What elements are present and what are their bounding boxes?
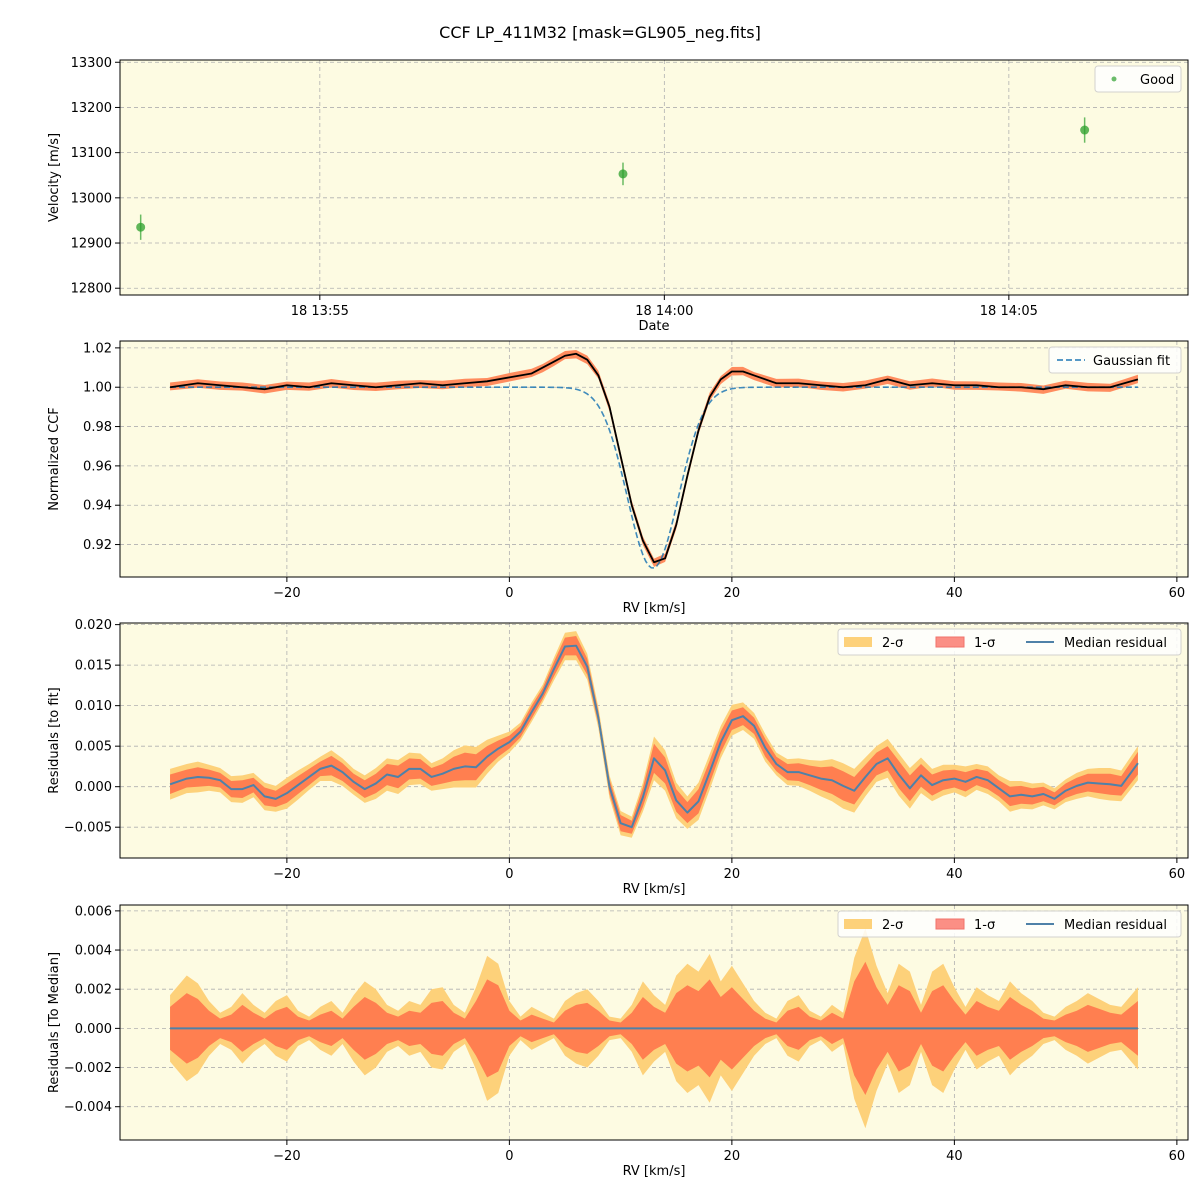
x-tick-label: 20 [724, 1149, 741, 1164]
legend-frame [1048, 346, 1182, 374]
plot-area [120, 341, 1188, 577]
x-tick-label: 0 [505, 1149, 513, 1164]
y-axis-label: Velocity [m/s] [47, 133, 62, 222]
y-tick-label: 0.92 [83, 538, 112, 553]
y-tick-label: −0.002 [64, 1061, 112, 1076]
x-tick-label: 18 14:05 [980, 304, 1038, 319]
x-axis-label: RV [km/s] [623, 1164, 686, 1179]
gaussian-fit-line [170, 386, 1138, 569]
legend: Good [1094, 65, 1182, 93]
x-tick-label: 0 [505, 586, 513, 601]
velocity-point [136, 214, 146, 240]
axes-frame [119, 622, 1189, 859]
residuals-to-fit-panel: −20 0 20 40 60 −0.005 0.000 0.005 0.010 0.015 0.02… [47, 618, 1189, 897]
y-tick-label: −0.005 [64, 821, 112, 836]
legend-swatch-sigma1 [935, 636, 965, 648]
data-points [136, 117, 1090, 240]
y-tick-label: 0.002 [75, 983, 112, 998]
sigma2-band [170, 631, 1138, 838]
legend-label-good: Good [1140, 73, 1174, 88]
x-tick-label: 0 [505, 867, 513, 882]
y-tick-label: 0.005 [75, 740, 112, 755]
y-tick-label: 12800 [71, 282, 112, 297]
x-tick-label: 18 14:00 [635, 304, 693, 319]
y-tick-label: 0.000 [75, 1022, 112, 1037]
legend-label-median: Median residual [1064, 918, 1167, 933]
y-tick-label: 0.015 [75, 659, 112, 674]
x-tick-label: 40 [946, 1149, 963, 1164]
plot-area [120, 60, 1188, 295]
legend-label-sigma2: 2-σ [882, 918, 903, 933]
x-tick-label: 40 [946, 586, 963, 601]
x-tick-label: 40 [946, 867, 963, 882]
velocity-point [618, 162, 628, 186]
legend: 2-σ 1-σ Median residual [837, 910, 1182, 938]
y-axis-label: Normalized CCF [47, 407, 62, 511]
x-axis-label: RV [km/s] [623, 882, 686, 897]
grid [120, 623, 1188, 858]
velocity-panel: 18 13:55 18 14:00 18 14:05 12800 12900 13000 1… [47, 56, 1189, 334]
legend-swatch-sigma2 [844, 637, 872, 647]
axes-frame [119, 340, 1189, 578]
legend-label-fit: Gaussian fit [1093, 354, 1170, 369]
x-tick-label: 60 [1169, 586, 1186, 601]
y-tick-label: 13200 [71, 101, 112, 116]
y-axis-label: Residuals [To Median] [47, 952, 62, 1093]
axes-frame [119, 59, 1189, 296]
legend-frame [837, 910, 1182, 938]
y-tick-label: 0.006 [75, 904, 112, 919]
y-tick-label: 13300 [71, 56, 112, 71]
y-tick-label: 1.02 [83, 341, 112, 356]
legend-label-median: Median residual [1064, 636, 1167, 651]
legend-frame [1094, 65, 1182, 93]
x-tick-label: −20 [273, 1149, 300, 1164]
legend-swatch-sigma2 [844, 919, 872, 929]
x-tick-label: 18 13:55 [291, 304, 349, 319]
x-tick-label: 60 [1169, 867, 1186, 882]
legend: 2-σ 1-σ Median residual [837, 628, 1182, 656]
y-tick-label: 12900 [71, 237, 112, 252]
y-tick-label: 0.94 [83, 499, 112, 514]
x-axis-label: RV [km/s] [623, 601, 686, 616]
legend-swatch-sigma1 [935, 918, 965, 930]
legend-frame [837, 628, 1182, 656]
point-marker [1080, 125, 1090, 135]
legend: Gaussian fit [1048, 346, 1182, 374]
y-tick-label: 0.000 [75, 780, 112, 795]
x-tick-label: −20 [273, 867, 300, 882]
y-tick-label: 13000 [71, 191, 112, 206]
x-axis-label: Date [638, 319, 669, 334]
legend-label-sigma1: 1-σ [974, 636, 995, 651]
ccf-median-line [169, 352, 1139, 564]
axes-frame [119, 904, 1189, 1141]
x-tick-label: 60 [1169, 1149, 1186, 1164]
y-tick-label: 0.010 [75, 699, 112, 714]
ccf-panel: −20 0 20 40 60 0.92 0.94 0.96 0.98 1.00 1.02 RV [km… [47, 340, 1189, 616]
grid [120, 60, 1188, 295]
y-tick-label: 1.00 [83, 381, 112, 396]
point-marker [618, 169, 628, 179]
legend-label-sigma1: 1-σ [974, 918, 995, 933]
y-tick-label: 0.020 [75, 618, 112, 633]
y-tick-label: 13100 [71, 146, 112, 161]
legend-label-sigma2: 2-σ [882, 636, 903, 651]
x-tick-label: 20 [724, 867, 741, 882]
point-marker [136, 222, 146, 232]
x-tick-label: 20 [724, 586, 741, 601]
residuals-to-median-panel: −20 0 20 40 60 −0.004 −0.002 0.000 0.002 0.004 0.0… [47, 904, 1189, 1179]
y-tick-label: 0.98 [83, 420, 112, 435]
median-residual-line [169, 644, 1139, 829]
figure-title: CCF LP_411M32 [mask=GL905_neg.fits] [439, 23, 761, 43]
y-tick-label: 0.96 [83, 459, 112, 474]
y-tick-label: 0.004 [75, 944, 112, 959]
legend-marker-good [1111, 76, 1117, 82]
y-axis-label: Residuals [to fit] [47, 687, 62, 793]
y-tick-label: −0.004 [64, 1100, 112, 1115]
velocity-point [1080, 117, 1090, 143]
x-tick-label: −20 [273, 586, 300, 601]
